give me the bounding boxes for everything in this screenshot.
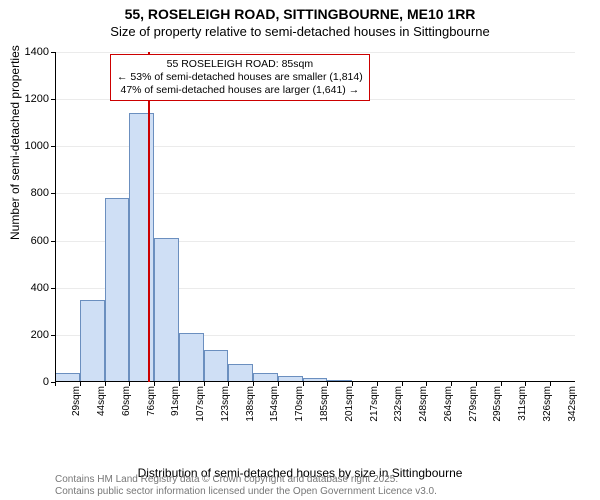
- annotation-line-2: ← 53% of semi-detached houses are smalle…: [117, 71, 363, 84]
- x-axis-line: [55, 381, 575, 382]
- x-tick-mark: [550, 382, 551, 386]
- x-tick-mark: [154, 382, 155, 386]
- y-tick-label: 800: [31, 187, 49, 199]
- title-line-2: Size of property relative to semi-detach…: [0, 24, 600, 40]
- y-axis-line: [55, 52, 56, 382]
- reference-line: [148, 52, 150, 382]
- x-tick-label: 264sqm: [443, 386, 454, 422]
- y-axis-label: Number of semi-detached properties: [8, 45, 22, 240]
- x-tick-label: 279sqm: [468, 386, 479, 422]
- x-tick-label: 154sqm: [269, 386, 280, 422]
- x-tick-label: 342sqm: [567, 386, 578, 422]
- x-tick-mark: [476, 382, 477, 386]
- histogram-bar: [80, 300, 105, 383]
- footer-line-1: Contains HM Land Registry data © Crown c…: [55, 474, 437, 486]
- x-tick-mark: [426, 382, 427, 386]
- x-tick-label: 185sqm: [319, 386, 330, 422]
- x-tick-label: 107sqm: [195, 386, 206, 422]
- y-tick-label: 600: [31, 235, 49, 247]
- histogram-bar: [129, 113, 154, 382]
- histogram-bar: [154, 238, 179, 382]
- chart-title: 55, ROSELEIGH ROAD, SITTINGBOURNE, ME10 …: [0, 0, 600, 40]
- x-tick-label: 311sqm: [517, 386, 528, 421]
- x-tick-label: 44sqm: [96, 386, 107, 416]
- y-tick-label: 200: [31, 329, 49, 341]
- x-tick-mark: [105, 382, 106, 386]
- x-tick-label: 170sqm: [294, 386, 305, 422]
- annotation-line-1: 55 ROSELEIGH ROAD: 85sqm: [117, 58, 363, 71]
- histogram-bar: [228, 364, 253, 382]
- x-tick-mark: [402, 382, 403, 386]
- annotation-line-3: 47% of semi-detached houses are larger (…: [117, 84, 363, 97]
- x-tick-label: 232sqm: [393, 386, 404, 422]
- x-tick-mark: [327, 382, 328, 386]
- x-tick-mark: [179, 382, 180, 386]
- x-tick-mark: [451, 382, 452, 386]
- y-tick-label: 1400: [25, 46, 49, 58]
- x-tick-mark: [228, 382, 229, 386]
- x-tick-label: 123sqm: [220, 386, 231, 422]
- histogram-bar: [105, 198, 130, 382]
- y-tick-label: 0: [43, 376, 49, 388]
- x-tick-label: 60sqm: [121, 386, 132, 416]
- x-tick-mark: [129, 382, 130, 386]
- histogram-bar: [204, 350, 229, 382]
- x-tick-mark: [278, 382, 279, 386]
- x-tick-mark: [501, 382, 502, 386]
- x-tick-label: 29sqm: [71, 386, 82, 416]
- x-tick-label: 91sqm: [170, 386, 181, 416]
- y-tick-label: 1000: [25, 140, 49, 152]
- x-tick-mark: [352, 382, 353, 386]
- x-tick-label: 76sqm: [146, 386, 157, 416]
- x-tick-label: 295sqm: [492, 386, 503, 422]
- grid-line: [55, 52, 575, 53]
- x-tick-mark: [55, 382, 56, 386]
- x-tick-mark: [377, 382, 378, 386]
- x-tick-mark: [253, 382, 254, 386]
- x-tick-label: 201sqm: [344, 386, 355, 422]
- plot-region: 020040060080010001200140029sqm44sqm60sqm…: [55, 52, 575, 382]
- x-tick-label: 217sqm: [369, 386, 380, 422]
- annotation-box: 55 ROSELEIGH ROAD: 85sqm← 53% of semi-de…: [110, 54, 370, 101]
- x-tick-mark: [303, 382, 304, 386]
- x-tick-mark: [204, 382, 205, 386]
- x-tick-mark: [80, 382, 81, 386]
- x-tick-label: 326sqm: [542, 386, 553, 422]
- y-tick-label: 400: [31, 282, 49, 294]
- chart-area: 020040060080010001200140029sqm44sqm60sqm…: [55, 52, 575, 432]
- x-tick-mark: [525, 382, 526, 386]
- footer-line-2: Contains public sector information licen…: [55, 486, 437, 498]
- y-tick-label: 1200: [25, 93, 49, 105]
- x-tick-label: 248sqm: [418, 386, 429, 422]
- title-line-1: 55, ROSELEIGH ROAD, SITTINGBOURNE, ME10 …: [0, 6, 600, 24]
- x-tick-label: 138sqm: [245, 386, 256, 422]
- footer-attribution: Contains HM Land Registry data © Crown c…: [55, 474, 437, 498]
- histogram-bar: [179, 333, 204, 383]
